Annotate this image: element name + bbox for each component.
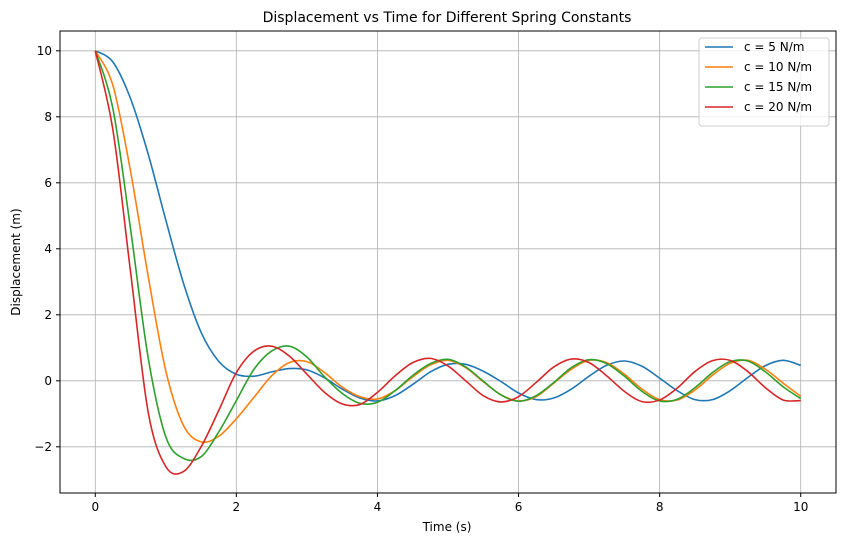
y-tick-label: −2 (34, 440, 52, 454)
x-tick-label: 2 (233, 500, 241, 514)
legend-label-3: c = 15 N/m (744, 80, 812, 94)
x-tick-label: 8 (656, 500, 664, 514)
x-axis-label: Time (s) (422, 520, 472, 534)
series-line-4 (94, 50, 801, 475)
series-line-1 (94, 50, 801, 402)
y-axis-label: Displacement (m) (9, 208, 23, 315)
x-tick-label: 0 (91, 500, 99, 514)
y-tick-label: 4 (44, 242, 52, 256)
legend-label-2: c = 10 N/m (744, 60, 812, 74)
y-axis: −2 0 2 4 6 8 10 (34, 44, 60, 454)
x-tick-label: 6 (515, 500, 523, 514)
series-line-2 (94, 50, 802, 444)
chart-title: Displacement vs Time for Different Sprin… (263, 10, 632, 26)
x-tick-label: 4 (374, 500, 382, 514)
y-tick-label: 8 (44, 110, 52, 124)
legend-label-4: c = 20 N/m (744, 100, 812, 114)
y-tick-label: 0 (44, 374, 52, 388)
plot-frame (59, 30, 837, 494)
legend-label-1: c = 5 N/m (744, 40, 804, 54)
series-lines (94, 50, 802, 475)
x-tick-label: 10 (793, 500, 808, 514)
y-tick-label: 6 (44, 176, 52, 190)
y-tick-label: 2 (44, 308, 52, 322)
legend: c = 5 N/m c = 10 N/m c = 15 N/m c = 20 N/m (698, 37, 830, 127)
grid (60, 31, 836, 493)
y-tick-label: 10 (37, 44, 52, 58)
x-axis: 0 2 4 6 8 10 (91, 493, 808, 514)
legend-box (698, 37, 830, 127)
